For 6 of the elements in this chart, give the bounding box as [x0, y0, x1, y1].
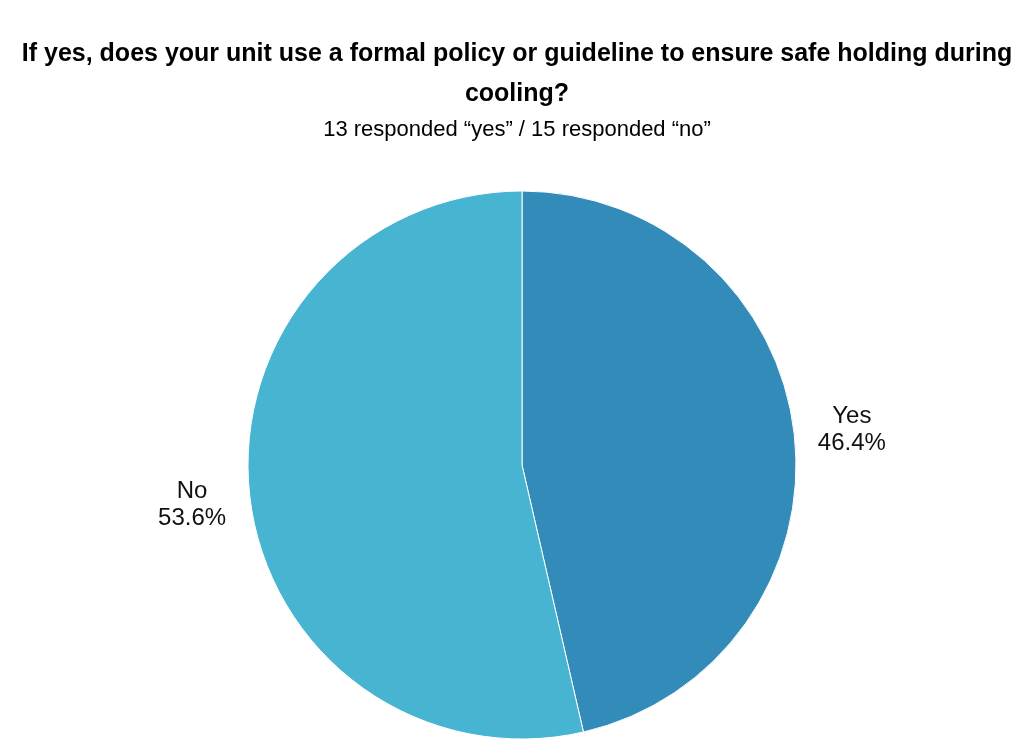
slice-label: Yes — [832, 400, 872, 428]
chart-title: If yes, does your unit use a formal policy or guideline to ensure safe holding during cooling? — [20, 37, 1014, 108]
data-label: 53.6% — [158, 503, 227, 531]
chart-subtitle: 13 responded “yes” / 15 responded “no” — [322, 116, 712, 142]
slice-label: No — [176, 475, 208, 503]
data-label: 46.4% — [817, 428, 886, 456]
